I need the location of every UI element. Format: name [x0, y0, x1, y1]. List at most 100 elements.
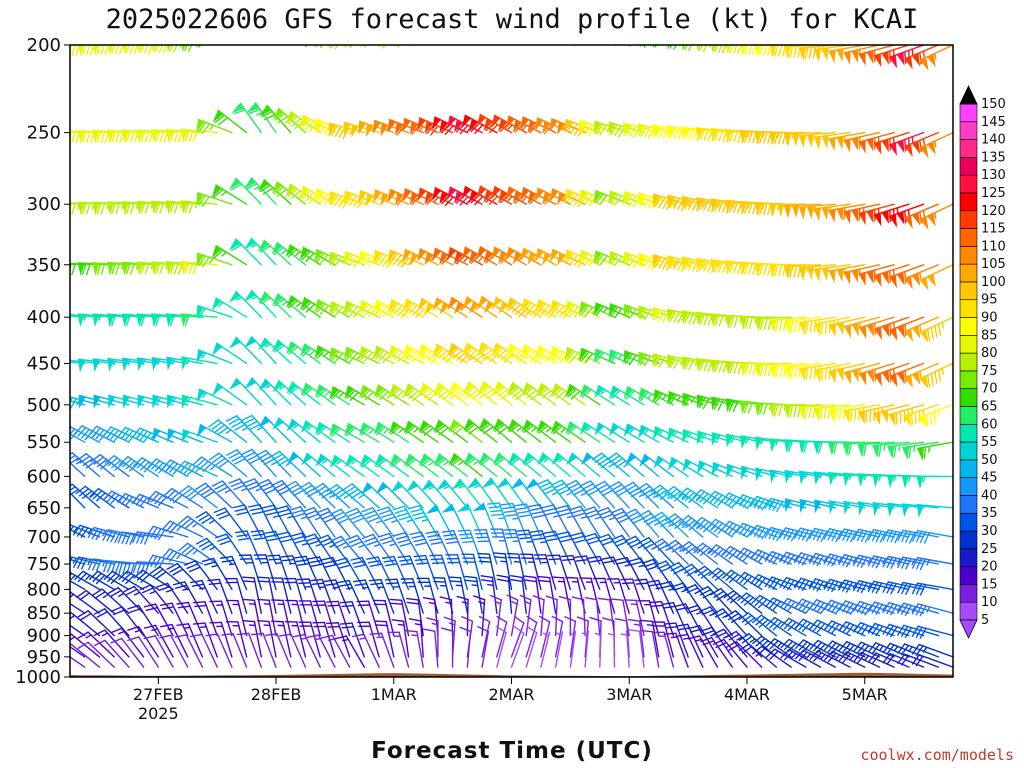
wind-barb [70, 552, 86, 565]
wind-barb [624, 508, 660, 538]
wind-barb [623, 45, 660, 47]
wind-barb [874, 362, 910, 387]
credit-text[interactable]: coolwx.com/models [860, 746, 1014, 764]
wind-barb [446, 247, 483, 266]
colorbar-label: 145 [981, 115, 1006, 130]
wind-barb [432, 343, 469, 365]
colorbar-label: 15 [981, 577, 998, 592]
terrain-layer [70, 672, 953, 677]
wind-barb [133, 569, 174, 591]
wind-barb [259, 104, 292, 134]
wind-barb [258, 415, 292, 443]
y-axis: 200 250 300 350 400 450 500 550 600 650 700 750 800 8… [15, 35, 70, 688]
wind-barb [739, 316, 778, 331]
wind-barb [570, 532, 601, 565]
y-tick-label: 600 [27, 466, 61, 487]
wind-barb [110, 627, 145, 658]
wind-barb [341, 483, 380, 509]
wind-barb [653, 455, 689, 478]
wind-barb [903, 404, 939, 428]
wind-barb [413, 554, 439, 591]
wind-barb [212, 45, 248, 46]
wind-barb [429, 554, 454, 591]
wind-barb [287, 451, 321, 478]
colorbar-label: 95 [981, 293, 998, 308]
wind-barb [416, 577, 439, 614]
colorbar-segment [959, 441, 978, 461]
wind-barb [224, 577, 248, 614]
wind-barb [904, 264, 939, 290]
wind-barb [451, 478, 483, 509]
wind-barb [663, 622, 689, 658]
wind-barb [765, 616, 807, 637]
wind-barb [520, 116, 557, 134]
wind-barb [344, 422, 380, 443]
wind-barb [77, 610, 115, 637]
wind-barb [285, 295, 321, 318]
wind-barb [580, 452, 616, 478]
colorbar-segment [959, 157, 978, 176]
wind-barb [651, 538, 689, 565]
wind-barb [242, 576, 262, 614]
wind-barb [609, 385, 645, 406]
wind-barb [889, 316, 925, 342]
wind-barb [432, 116, 469, 136]
wind-barb [545, 595, 558, 637]
wind-barb [506, 552, 527, 591]
wind-barb [156, 582, 189, 614]
wind-barb [533, 554, 557, 591]
wind-barb [441, 503, 469, 538]
wind-barb [608, 481, 645, 509]
wind-barb [608, 45, 645, 47]
wind-barb [813, 45, 851, 63]
wind-barb [244, 336, 277, 365]
wind-barb [328, 347, 365, 365]
wind-barb [919, 362, 953, 390]
colorbar-label: 120 [981, 204, 1006, 219]
wind-barb [725, 640, 763, 668]
wind-barb [556, 531, 586, 565]
wind-barb [361, 533, 395, 565]
wind-barb [228, 238, 262, 266]
wind-barb [897, 529, 939, 544]
wind-barb [178, 542, 218, 565]
wind-barb [329, 423, 365, 443]
wind-barb [574, 555, 601, 591]
y-tick-label: 300 [27, 194, 61, 215]
wind-barb [525, 615, 538, 658]
wind-barb [211, 480, 248, 509]
wind-barb [205, 633, 233, 668]
wind-barb [663, 632, 689, 668]
wind-barb [754, 316, 792, 332]
wind-barb [328, 45, 365, 50]
wind-barb [579, 480, 616, 509]
wind-barb [649, 600, 675, 637]
wind-barb [286, 381, 321, 406]
wind-barb [181, 356, 218, 371]
wind-barb [500, 502, 527, 538]
wind-barb [769, 203, 807, 218]
wind-barb [904, 362, 939, 389]
wind-barb [265, 633, 292, 668]
wind-barb [592, 577, 616, 614]
wind-barb [461, 185, 498, 206]
wind-barb [90, 454, 130, 478]
wind-barb [784, 316, 822, 335]
wind-barb [591, 452, 630, 478]
wind-barb [211, 244, 248, 266]
wind-barb [211, 297, 248, 318]
colorbar-segment [959, 299, 978, 318]
wind-barb [738, 643, 778, 668]
wind-barb [257, 598, 277, 637]
wind-barb [918, 404, 953, 429]
y-tick-label: 400 [27, 307, 61, 328]
wind-barb [417, 117, 454, 136]
colorbar-label: 60 [981, 417, 998, 432]
wind-barb [828, 316, 866, 338]
x-axis-label: Forecast Time (UTC) [371, 738, 653, 764]
wind-barb [882, 652, 925, 668]
wind-barb [257, 479, 292, 509]
wind-barb [257, 620, 277, 658]
wind-barb [911, 625, 953, 639]
